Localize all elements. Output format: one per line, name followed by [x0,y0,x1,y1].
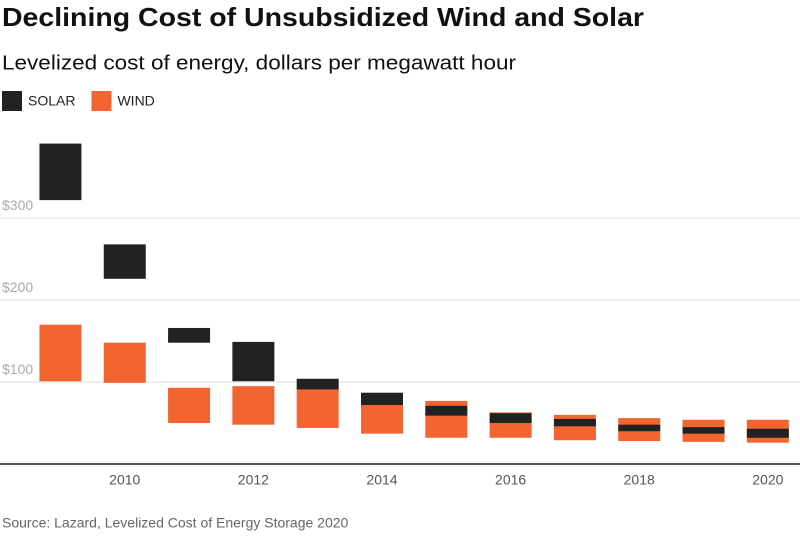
chart-title: Declining Cost of Unsubsidized Wind and … [2,2,644,32]
legend-label: WIND [117,93,154,109]
legend-swatch [2,91,22,111]
range-bar [489,413,532,424]
range-bar [553,414,596,441]
legend-label: SOLAR [28,93,75,109]
range-bar [232,341,275,382]
x-tick-label: 2014 [366,472,397,488]
x-tick-label: 2012 [238,472,269,488]
range-bar [682,427,725,434]
range-bar [168,387,211,424]
legend-swatch [91,91,112,111]
x-tick-label: 2010 [109,472,140,488]
range-bar [168,327,211,343]
y-tick-label: $200 [2,279,33,295]
range-bar [103,342,146,383]
range-bar [360,403,403,434]
range-bar [618,424,661,432]
chart-subtitle: Levelized cost of energy, dollars per me… [2,52,516,74]
x-tick-label: 2016 [495,472,526,488]
range-bar [39,324,82,382]
y-tick-label: $300 [2,197,33,213]
range-bar [360,392,403,405]
range-bar [39,143,82,201]
range-bar [425,405,468,416]
range-bar [296,387,339,428]
y-tick-label: $100 [2,361,33,377]
range-bar [103,244,146,279]
range-bar [553,418,596,427]
source: Source: Lazard, Levelized Cost of Energy… [2,515,349,531]
range-bar [746,428,789,438]
range-bar [296,378,339,390]
range-bar [232,386,275,425]
x-tick-label: 2020 [752,472,783,488]
x-tick-label: 2018 [624,472,655,488]
